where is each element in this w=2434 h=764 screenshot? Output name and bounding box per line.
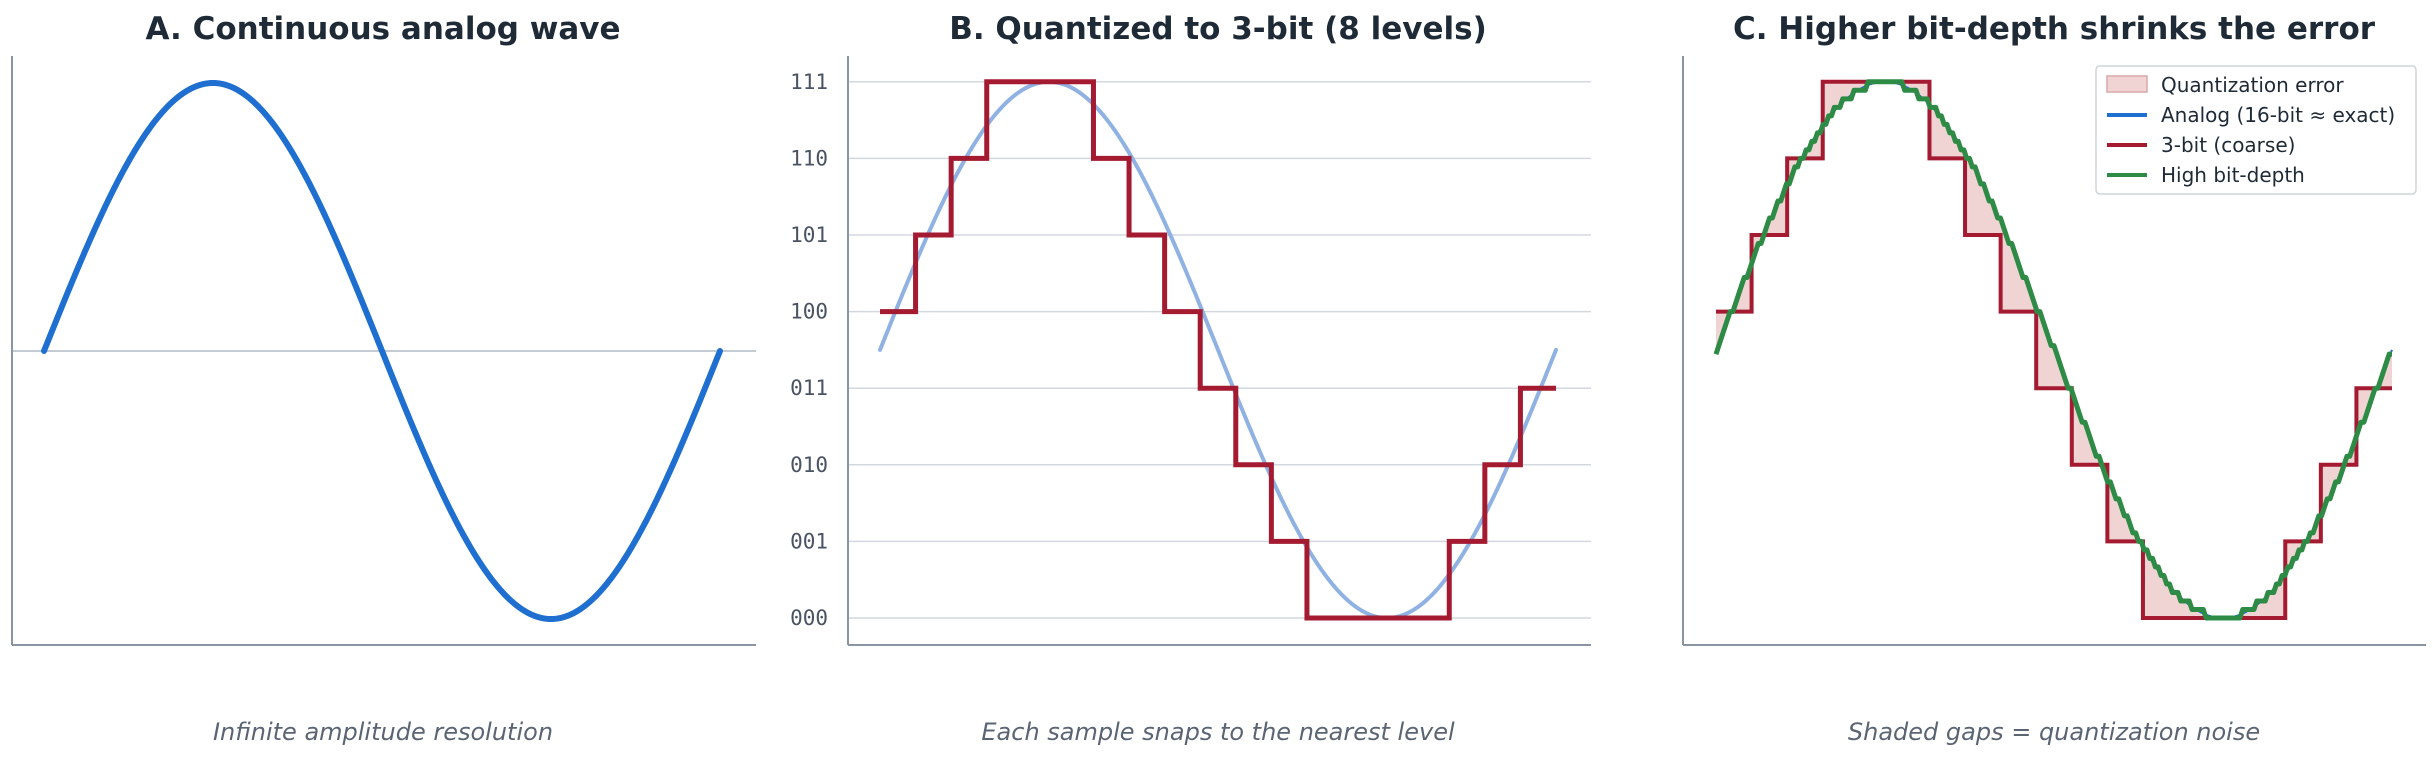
panel-b-tick-label: 011 xyxy=(790,376,828,400)
panel-b-tick-label: 111 xyxy=(790,70,828,94)
panel-c-high-bit-depth-wave xyxy=(1713,79,2392,621)
panel-b-tick-label: 110 xyxy=(790,146,828,170)
panel-a: A. Continuous analog wave Infinite ampli… xyxy=(11,11,756,746)
panel-c: C. Higher bit-depth shrinks the error Qu… xyxy=(1682,11,2426,746)
legend-label-analog: Analog (16-bit ≈ exact) xyxy=(2161,103,2395,127)
panel-b: B. Quantized to 3-bit (8 levels) 0000010… xyxy=(790,11,1591,746)
panel-a-title: A. Continuous analog wave xyxy=(145,11,620,47)
panel-c-title: C. Higher bit-depth shrinks the error xyxy=(1733,11,2376,47)
panel-b-tick-label: 010 xyxy=(790,453,828,477)
panel-c-caption: Shaded gaps = quantization noise xyxy=(1848,718,2260,746)
panel-b-tick-label: 101 xyxy=(790,223,828,247)
legend-label-high-bit-depth: High bit-depth xyxy=(2161,163,2305,187)
legend-swatch-quantization-error xyxy=(2106,75,2148,93)
panel-a-caption: Infinite amplitude resolution xyxy=(213,718,553,746)
panel-a-analog-wave xyxy=(41,80,723,622)
panel-b-tick-label: 100 xyxy=(790,300,828,324)
panel-b-caption: Each sample snaps to the nearest level xyxy=(981,718,1455,746)
panel-b-analog-wave xyxy=(878,79,1558,621)
panel-b-quantized-steps xyxy=(880,79,1556,621)
panel-b-title: B. Quantized to 3-bit (8 levels) xyxy=(949,11,1487,47)
legend-frame xyxy=(2095,65,2417,195)
panel-c-legend: Quantization error Analog (16-bit ≈ exac… xyxy=(2095,65,2417,195)
panel-b-tick-label: 001 xyxy=(790,529,828,553)
panel-b-tick-label: 000 xyxy=(790,606,828,630)
panel-b-tick-labels: 000 001 010 011 100 101 110 111 xyxy=(790,70,828,630)
legend-label-quantization-error: Quantization error xyxy=(2161,73,2344,97)
legend-label-3bit: 3-bit (coarse) xyxy=(2161,133,2295,157)
